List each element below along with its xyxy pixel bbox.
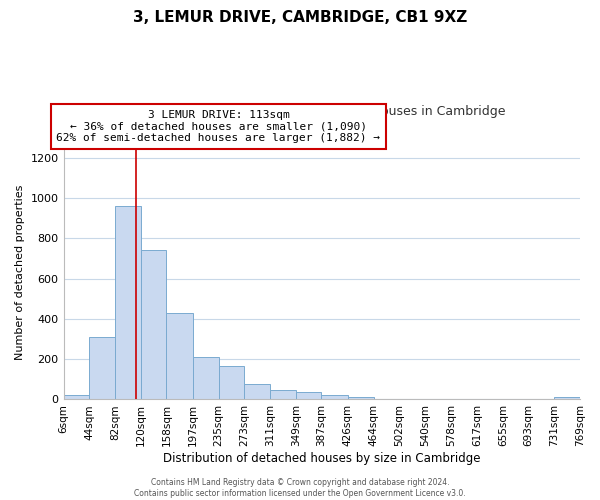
Bar	[218, 366, 244, 400]
Text: 3, LEMUR DRIVE, CAMBRIDGE, CB1 9XZ: 3, LEMUR DRIVE, CAMBRIDGE, CB1 9XZ	[133, 10, 467, 25]
Bar	[244, 384, 270, 400]
Bar	[296, 392, 322, 400]
Bar	[193, 357, 218, 400]
Bar	[141, 250, 166, 400]
Bar	[64, 396, 89, 400]
Bar	[322, 396, 348, 400]
Bar	[348, 398, 374, 400]
Bar	[115, 206, 141, 400]
Y-axis label: Number of detached properties: Number of detached properties	[15, 185, 25, 360]
Bar	[270, 390, 296, 400]
X-axis label: Distribution of detached houses by size in Cambridge: Distribution of detached houses by size …	[163, 452, 481, 465]
Title: Size of property relative to detached houses in Cambridge: Size of property relative to detached ho…	[139, 105, 505, 118]
Bar	[554, 398, 580, 400]
Text: 3 LEMUR DRIVE: 113sqm
← 36% of detached houses are smaller (1,090)
62% of semi-d: 3 LEMUR DRIVE: 113sqm ← 36% of detached …	[56, 110, 380, 143]
Bar	[89, 337, 115, 400]
Bar	[166, 313, 193, 400]
Text: Contains HM Land Registry data © Crown copyright and database right 2024.
Contai: Contains HM Land Registry data © Crown c…	[134, 478, 466, 498]
